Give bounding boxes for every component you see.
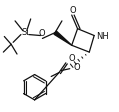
Text: O: O <box>73 63 80 72</box>
Text: Si: Si <box>21 28 29 37</box>
Text: O: O <box>38 29 45 38</box>
Text: O: O <box>68 54 75 63</box>
Text: NH: NH <box>97 32 109 41</box>
Polygon shape <box>54 31 72 45</box>
Text: O: O <box>69 6 76 15</box>
